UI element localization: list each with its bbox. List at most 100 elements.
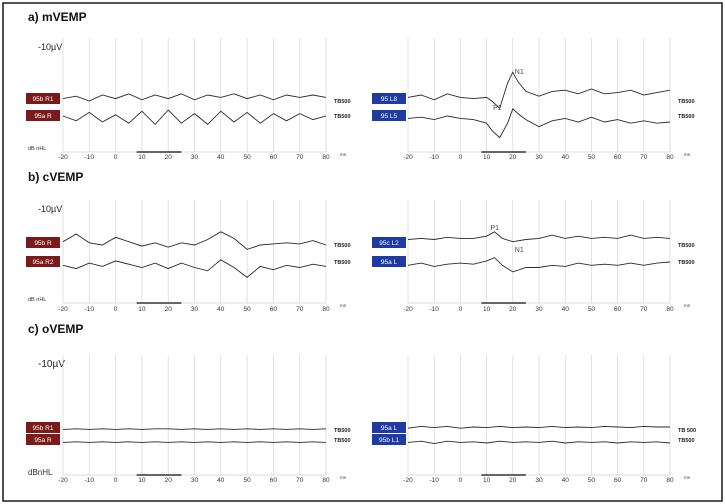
x-tick-label: 30	[191, 306, 199, 313]
x-tick-label: 50	[243, 477, 251, 484]
x-tick-label: 10	[483, 154, 491, 161]
panel-a-right: -20 -10 0 10 20 30 40 50 60 70 80 ms 95 L8 TB500 95 L5…	[372, 38, 695, 161]
x-tick-label: 80	[666, 306, 674, 313]
x-tick-label: 0	[459, 154, 463, 161]
panel-title: b) cVEMP	[28, 170, 83, 184]
x-tick-label: 70	[640, 477, 648, 484]
series-name-box	[26, 93, 60, 104]
series-line	[62, 428, 327, 430]
x-tick-label: -10	[429, 306, 439, 313]
series-name: 95b R1	[33, 425, 54, 432]
panel-b-left: b) cVEMP -10µV dB nHL -20 -10 0 10 20 30 40 50 60 70…	[26, 170, 351, 313]
stimulus-label: TB500	[334, 114, 351, 120]
series-name-box	[372, 93, 406, 104]
x-tick-label: 40	[217, 477, 225, 484]
series-line	[407, 257, 671, 273]
x-tick-label: 20	[165, 306, 173, 313]
ms-label: ms	[684, 152, 691, 157]
x-tick-label: 30	[191, 477, 199, 484]
series-line	[407, 108, 671, 139]
x-tick-label: 80	[666, 154, 674, 161]
x-tick-label: 80	[666, 477, 674, 484]
x-tick-label: 0	[114, 154, 118, 161]
x-tick-label: 10	[483, 306, 491, 313]
ms-label: ms	[684, 303, 691, 308]
unit-label: dB nHL	[28, 297, 46, 303]
series-name-box	[26, 422, 60, 433]
stimulus-label: TB500	[334, 428, 351, 434]
peak-label: N1	[515, 247, 524, 254]
series-line	[62, 231, 327, 250]
x-tick-label: 40	[562, 477, 570, 484]
x-tick-label: 80	[322, 306, 330, 313]
x-tick-label: 20	[509, 306, 517, 313]
stimulus-label: TB500	[678, 114, 695, 120]
series-line	[407, 425, 670, 429]
amplitude-label: -10µV	[38, 204, 62, 214]
x-tick-label: -10	[429, 477, 439, 484]
x-tick-label: -20	[58, 306, 68, 313]
stimulus-label: TB500	[678, 99, 695, 105]
amplitude-label: -10µV	[38, 359, 65, 370]
ms-label: ms	[340, 475, 347, 480]
panel-c-right: -20 -10 0 10 20 30 40 50 60 70 80 ms 95a L TB 500 95b …	[372, 355, 696, 484]
series-name: 95b L1	[379, 437, 399, 444]
panel-c-left: c) oVEMP -10µV dBnHL -20 -10 0 10 20 30 40 50 60 70 8…	[26, 322, 351, 484]
x-tick-label: 30	[191, 154, 199, 161]
series-name: 95a R	[34, 437, 52, 444]
x-tick-label: 40	[562, 154, 570, 161]
series-line	[407, 440, 671, 445]
x-tick-label: -20	[58, 154, 68, 161]
x-tick-label: 0	[459, 477, 463, 484]
stimulus-label: TB500	[678, 260, 695, 266]
series-name: 95c L2	[379, 240, 399, 247]
panel-title: a) mVEMP	[28, 10, 87, 24]
peak-label: P1	[490, 225, 499, 232]
x-tick-label: 50	[588, 154, 596, 161]
series-name: 95b R	[34, 240, 52, 247]
x-tick-label: 80	[322, 477, 330, 484]
x-tick-label: 70	[296, 154, 304, 161]
x-tick-label: 10	[138, 306, 146, 313]
peak-label: P1	[493, 105, 502, 112]
x-tick-label: 0	[114, 477, 118, 484]
x-tick-label: 80	[322, 154, 330, 161]
x-tick-label: -10	[85, 477, 95, 484]
x-tick-label: 50	[588, 477, 596, 484]
unit-label: dBnHL	[28, 468, 53, 477]
x-tick-label: -20	[58, 477, 68, 484]
series-name: 95a L	[381, 259, 398, 266]
x-tick-label: -10	[429, 154, 439, 161]
stimulus-label: TB500	[334, 260, 351, 266]
ms-label: ms	[684, 475, 691, 480]
series-line	[407, 71, 671, 110]
x-tick-label: -10	[85, 154, 95, 161]
x-tick-label: 10	[483, 477, 491, 484]
series-line	[62, 109, 327, 126]
series-name-box	[372, 434, 406, 445]
x-tick-label: 30	[535, 477, 543, 484]
series-name-box	[372, 256, 406, 267]
x-tick-label: 70	[296, 477, 304, 484]
panel-b-right: -20 -10 0 10 20 30 40 50 60 70 80 ms 95c L2 TB500 95a …	[372, 200, 695, 313]
x-tick-label: 50	[243, 306, 251, 313]
ms-label: ms	[340, 303, 347, 308]
x-tick-label: 60	[270, 154, 278, 161]
stimulus-label: TB500	[678, 438, 695, 444]
peak-label: N1	[515, 69, 524, 76]
series-line	[407, 231, 671, 243]
stimulus-label: TB500	[334, 243, 351, 249]
series-name-box	[372, 237, 406, 248]
x-tick-label: 40	[217, 306, 225, 313]
x-tick-label: 20	[165, 154, 173, 161]
series-line	[62, 93, 327, 102]
x-tick-label: 0	[459, 306, 463, 313]
x-tick-label: 20	[509, 477, 517, 484]
series-name-box	[26, 434, 60, 445]
ms-label: ms	[340, 152, 347, 157]
x-tick-label: 20	[509, 154, 517, 161]
series-name: 95b R1	[33, 96, 54, 103]
stimulus-label: TB500	[678, 243, 695, 249]
x-tick-label: -20	[403, 154, 413, 161]
